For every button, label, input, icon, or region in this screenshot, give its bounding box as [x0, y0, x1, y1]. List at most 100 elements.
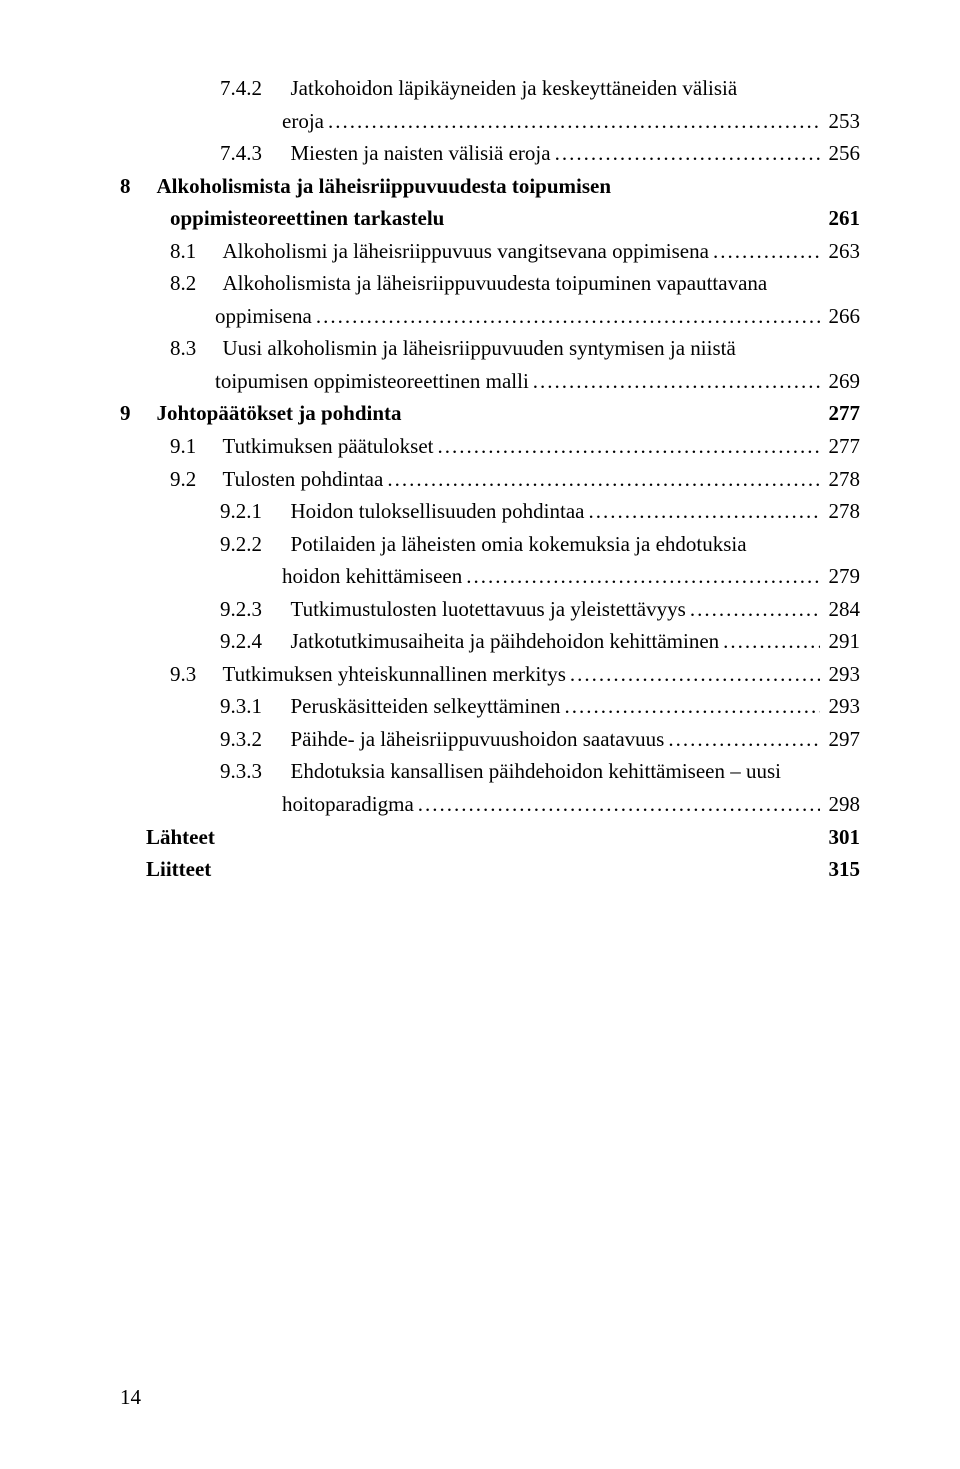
toc-entry-page: 253 — [820, 105, 860, 138]
toc-entry: 9.1 Tutkimuksen päätulokset 277 — [120, 430, 860, 463]
toc-entry: 9.2.2 Potilaiden ja läheisten omia kokem… — [120, 528, 860, 561]
toc-leader-dots — [414, 788, 820, 821]
toc-entry-label: Peruskäsitteiden selkeyttäminen — [291, 690, 561, 723]
toc-entry-number: 8.3 — [170, 332, 212, 365]
toc-entry-label: hoidon kehittämiseen — [282, 560, 462, 593]
toc-entry-number: 9.3.1 — [220, 690, 280, 723]
toc-entry: 9.2.4 Jatkotutkimusaiheita ja päihdehoid… — [120, 625, 860, 658]
toc-entry-label: hoitoparadigma — [282, 788, 414, 821]
toc-entry-continuation: eroja 253 — [120, 105, 860, 138]
toc-entry: 9.2.1 Hoidon tuloksellisuuden pohdintaa 2… — [120, 495, 860, 528]
toc-entry-continuation: hoitoparadigma 298 — [120, 788, 860, 821]
toc-entry-number: 9.3.3 — [220, 755, 280, 788]
toc-entry-label: eroja — [282, 105, 324, 138]
toc-entry: 7.4.2 Jatkohoidon läpikäyneiden ja keske… — [120, 72, 860, 105]
toc-entry-page: 301 — [820, 821, 860, 854]
toc-leader-dots — [383, 463, 820, 496]
toc-entry-number: 9.3.2 — [220, 723, 280, 756]
toc-entry: 7.4.3 Miesten ja naisten välisiä eroja 25… — [120, 137, 860, 170]
toc-entry-page: 278 — [820, 495, 860, 528]
toc-entry-continuation: hoidon kehittämiseen 279 — [120, 560, 860, 593]
toc-entry-page: 315 — [820, 853, 860, 886]
toc-leader-dots — [324, 105, 820, 138]
toc-leader-dots — [561, 690, 820, 723]
toc-leader-dots — [709, 235, 820, 268]
toc-entry-label: Tutkimuksen yhteiskunnallinen merkitys — [223, 658, 566, 691]
toc-entry-page: 261 — [820, 202, 860, 235]
toc-entry: 9 Johtopäätökset ja pohdinta277 — [120, 397, 860, 430]
toc-entry-label: oppimisena — [215, 300, 312, 333]
toc-entry-number: 8 — [120, 170, 146, 203]
toc-entry-continuation: oppimisena 266 — [120, 300, 860, 333]
toc-leader-dots — [664, 723, 820, 756]
toc-entry-label: toipumisen oppimisteoreettinen malli — [215, 365, 529, 398]
toc-entry: 9.3.1 Peruskäsitteiden selkeyttäminen 293 — [120, 690, 860, 723]
toc-leader-dots — [529, 365, 820, 398]
toc-entry-page: 278 — [820, 463, 860, 496]
toc-entry-number: 9.2.4 — [220, 625, 280, 658]
toc-entry-label: Miesten ja naisten välisiä eroja — [291, 137, 551, 170]
toc-leader-dots — [312, 300, 820, 333]
toc-entry-page: 297 — [820, 723, 860, 756]
toc-leader-dots — [686, 593, 820, 626]
toc-entry: 8.3 Uusi alkoholismin ja läheisriippuvuu… — [120, 332, 860, 365]
toc-leader-dots — [462, 560, 820, 593]
toc-entry-label: Tutkimustulosten luotettavuus ja yleiste… — [291, 593, 686, 626]
toc-entry-page: 277 — [820, 430, 860, 463]
toc-entry-label: Hoidon tuloksellisuuden pohdintaa — [291, 495, 585, 528]
toc-entry-number: 9 — [120, 397, 146, 430]
toc-entry-number: 9.2.1 — [220, 495, 280, 528]
toc-entry-number: 9.2.3 — [220, 593, 280, 626]
toc-entry-label: Jatkotutkimusaiheita ja päihdehoidon keh… — [291, 625, 720, 658]
toc-entry: 8.1 Alkoholismi ja läheisriippuvuus vang… — [120, 235, 860, 268]
toc-entry-page: 284 — [820, 593, 860, 626]
toc-entry: Lähteet 301 — [120, 821, 860, 854]
toc-entry: 9.3.3 Ehdotuksia kansallisen päihdehoido… — [120, 755, 860, 788]
toc-entry-label: Liitteet — [146, 853, 211, 886]
toc-entry-label: Jatkohoidon läpikäyneiden ja keskeyttäne… — [291, 72, 738, 105]
toc-entry-number: 8.2 — [170, 267, 212, 300]
toc-entry: 9.2.3 Tutkimustulosten luotettavuus ja y… — [120, 593, 860, 626]
toc-entry-label: Ehdotuksia kansallisen päihdehoidon kehi… — [291, 755, 782, 788]
toc-entry-label: Alkoholismi ja läheisriippuvuus vangitse… — [223, 235, 709, 268]
toc-leader-dots — [719, 625, 820, 658]
toc-entry-page: 279 — [820, 560, 860, 593]
toc-leader-dots — [433, 430, 820, 463]
toc-entry-label: Tutkimuksen päätulokset — [223, 430, 434, 463]
toc-entry-continuation: toipumisen oppimisteoreettinen malli 269 — [120, 365, 860, 398]
toc-entry-number: 9.2 — [170, 463, 212, 496]
toc-leader-dots — [551, 137, 820, 170]
toc-entry-continuation: oppimisteoreettinen tarkastelu 261 — [120, 202, 860, 235]
toc-entry-number: 9.1 — [170, 430, 212, 463]
toc-entry-page: 291 — [820, 625, 860, 658]
toc-entry: Liitteet 315 — [120, 853, 860, 886]
toc-entry: 9.3 Tutkimuksen yhteiskunnallinen merkit… — [120, 658, 860, 691]
toc-entry-page: 256 — [820, 137, 860, 170]
toc-entry-label: Uusi alkoholismin ja läheisriippuvuuden … — [223, 332, 736, 365]
toc-entry-label: Päihde- ja läheisriippuvuushoidon saatav… — [291, 723, 665, 756]
toc-entry: 9.2 Tulosten pohdintaa 278 — [120, 463, 860, 496]
toc-entry: 9.3.2 Päihde- ja läheisriippuvuushoidon … — [120, 723, 860, 756]
toc-entry-label: Alkoholismista ja läheisriippuvuudesta t… — [223, 267, 768, 300]
page-number: 14 — [120, 1381, 141, 1414]
toc-entry-number: 7.4.2 — [220, 72, 280, 105]
toc-entry-page: 293 — [820, 658, 860, 691]
toc-entry-number: 8.1 — [170, 235, 212, 268]
toc-entry-label: Potilaiden ja läheisten omia kokemuksia … — [291, 528, 747, 561]
toc-entry-number: 9.2.2 — [220, 528, 280, 561]
toc-entry-label: Tulosten pohdintaa — [223, 463, 384, 496]
toc-entry-page: 269 — [820, 365, 860, 398]
toc-entry: 8.2 Alkoholismista ja läheisriippuvuudes… — [120, 267, 860, 300]
toc-entry-page: 263 — [820, 235, 860, 268]
toc-leader-dots — [584, 495, 820, 528]
toc-leader-dots — [566, 658, 820, 691]
toc-entry-label: Johtopäätökset ja pohdinta — [157, 397, 402, 430]
toc-entry-label: oppimisteoreettinen tarkastelu — [170, 202, 444, 235]
toc-entry-page: 266 — [820, 300, 860, 333]
toc-entry: 8 Alkoholismista ja läheisriippuvuudesta… — [120, 170, 860, 203]
toc-entry-label: Lähteet — [146, 821, 215, 854]
toc-entry-number: 7.4.3 — [220, 137, 280, 170]
table-of-contents: 7.4.2 Jatkohoidon läpikäyneiden ja keske… — [120, 72, 860, 886]
toc-entry-page: 298 — [820, 788, 860, 821]
toc-entry-page: 293 — [820, 690, 860, 723]
